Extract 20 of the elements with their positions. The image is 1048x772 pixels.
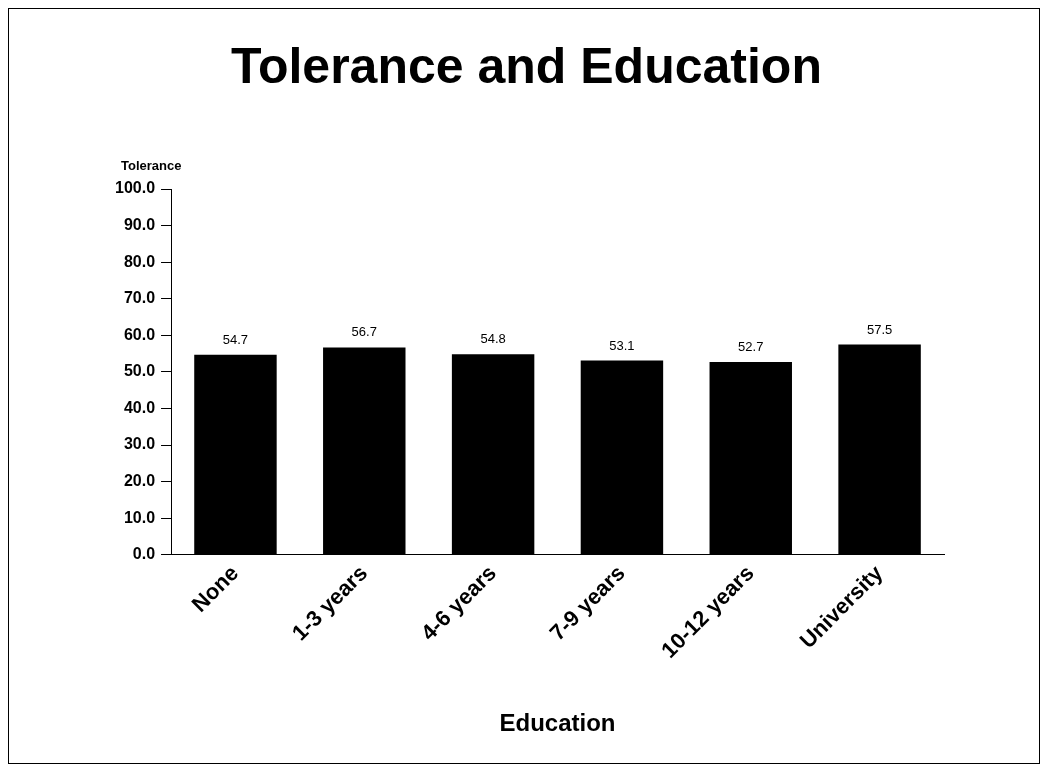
y-tick-label: 40.0 <box>123 398 156 416</box>
data-label: 56.7 <box>351 324 377 340</box>
y-tick-label: 60.0 <box>123 325 156 343</box>
y-tick-label: 0.0 <box>132 545 156 563</box>
y-tick-label: 10.0 <box>123 508 156 526</box>
y-tick-label: 50.0 <box>123 362 156 380</box>
chart-title: Tolerance and Education <box>231 37 822 94</box>
y-tick-label: 90.0 <box>123 215 156 233</box>
y-tick-label: 30.0 <box>123 435 156 453</box>
data-label: 54.7 <box>222 331 249 347</box>
y-tick-label: 70.0 <box>123 289 156 307</box>
x-axis-title: Education <box>499 709 616 737</box>
y-tick-label: 100.0 <box>114 179 156 197</box>
y-axis-title: Tolerance <box>121 158 182 174</box>
data-label: 57.5 <box>866 321 893 337</box>
y-tick-label: 20.0 <box>123 472 156 490</box>
data-label: 53.1 <box>609 337 635 353</box>
data-label: 52.7 <box>738 339 764 355</box>
y-tick-label: 80.0 <box>123 252 156 270</box>
data-label: 54.8 <box>480 331 506 347</box>
